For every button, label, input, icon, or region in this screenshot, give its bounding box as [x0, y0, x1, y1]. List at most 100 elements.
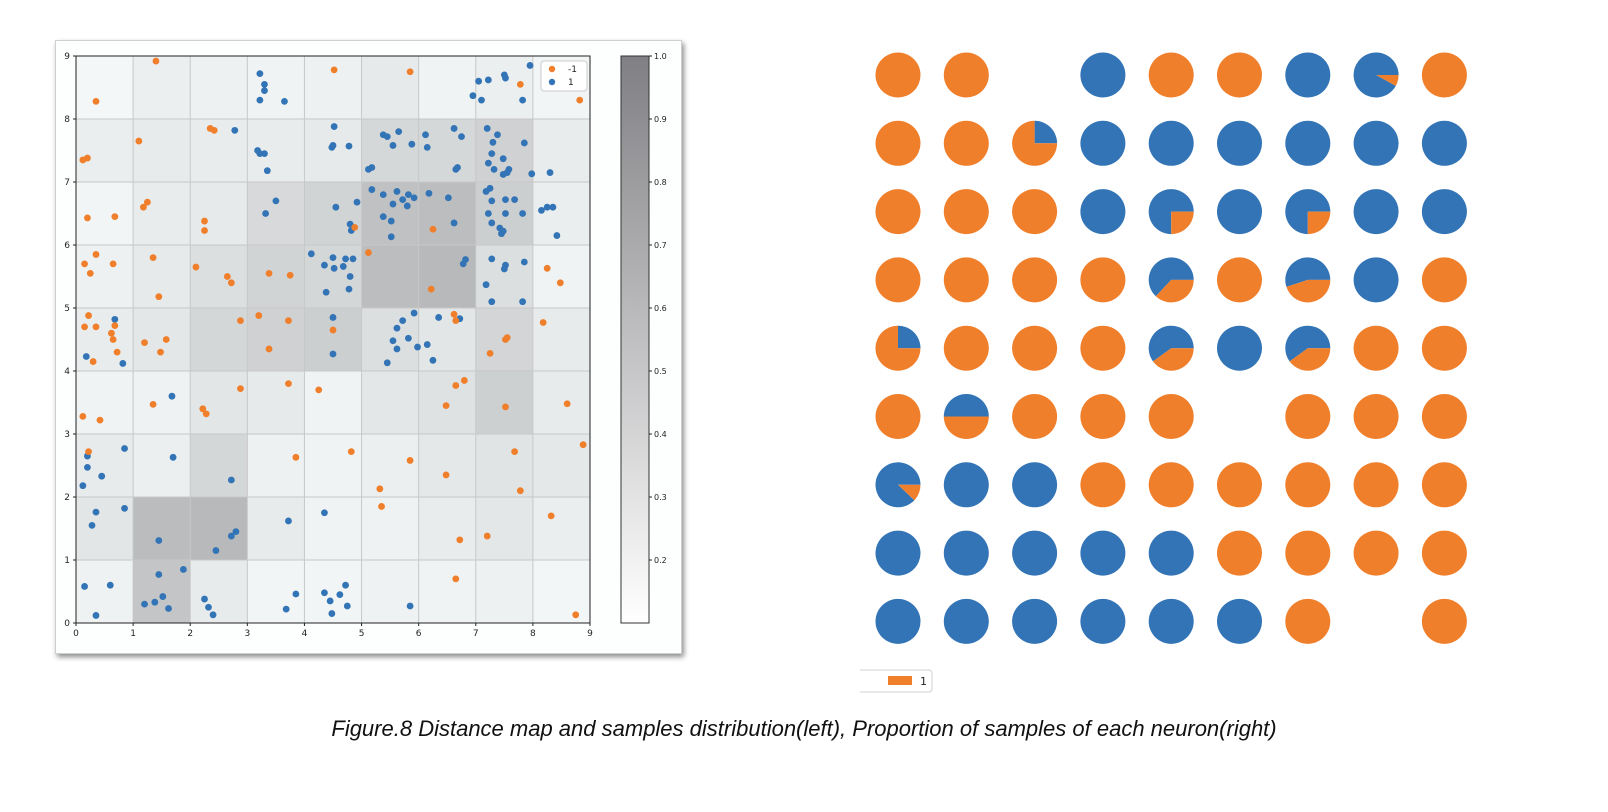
distance-cell — [76, 245, 134, 308]
point-neg — [159, 593, 167, 600]
neuron-pie — [943, 462, 989, 508]
neuron-pie — [875, 462, 921, 508]
point-neg — [119, 360, 127, 367]
slice-pos — [1217, 462, 1262, 508]
distance-cell — [247, 308, 305, 371]
point-pos — [141, 339, 148, 347]
neuron-pie-grid: -1 1 — [811, 52, 1467, 693]
point-pos — [201, 217, 208, 225]
point-neg — [330, 123, 338, 130]
slice-neg — [1353, 120, 1399, 166]
legend-marker — [548, 65, 556, 73]
point-neg — [353, 198, 361, 206]
neuron-pie — [1148, 530, 1194, 576]
point-neg — [321, 589, 328, 597]
neuron-pie — [1353, 257, 1399, 303]
legend-marker — [548, 78, 556, 86]
colorbar-tick-label: 0.2 — [654, 556, 667, 565]
distance-cell — [133, 434, 191, 497]
point-neg — [423, 143, 431, 151]
distance-cell — [532, 560, 590, 623]
distance-cell — [190, 560, 248, 623]
slice-neg — [1421, 120, 1467, 166]
point-neg — [212, 547, 220, 554]
point-pos — [85, 448, 92, 456]
slice-neg — [1080, 120, 1126, 166]
neuron-pie — [1080, 394, 1126, 439]
colorbar-tick-label: 0.8 — [654, 178, 667, 187]
colorbar-tick-label: 0.7 — [654, 241, 667, 250]
neuron-pie — [1421, 530, 1467, 576]
distance-cell — [190, 434, 248, 497]
point-neg — [519, 298, 527, 306]
point-neg — [520, 139, 528, 147]
point-neg — [389, 142, 397, 149]
slice-pos — [1285, 598, 1331, 644]
distance-cell — [133, 56, 191, 119]
legend-label: 1 — [920, 675, 927, 688]
point-neg — [321, 509, 328, 517]
y-tick-label: 4 — [64, 367, 70, 377]
slice-pos — [943, 189, 989, 235]
y-tick-label: 9 — [64, 52, 70, 62]
point-neg — [92, 508, 100, 516]
distance-cell — [361, 497, 419, 560]
neuron-pie — [875, 394, 921, 439]
distance-cell — [190, 56, 248, 119]
neuron-pie — [1148, 598, 1194, 644]
slice-pos — [1285, 394, 1331, 439]
point-pos — [111, 213, 119, 221]
distance-cell — [475, 560, 533, 623]
slice-neg — [1285, 120, 1331, 166]
slice-neg — [875, 530, 921, 576]
distance-cell — [418, 497, 476, 560]
point-neg — [322, 288, 330, 296]
neuron-pie — [1353, 462, 1399, 508]
point-pos — [86, 269, 94, 277]
point-neg — [528, 170, 536, 178]
point-pos — [292, 453, 300, 461]
y-tick-label: 1 — [64, 556, 70, 566]
neuron-pie — [875, 598, 921, 644]
point-pos — [285, 380, 292, 387]
slice-neg — [1353, 52, 1399, 98]
distance-cell — [304, 497, 362, 560]
y-tick-label: 8 — [64, 115, 70, 125]
neuron-pie — [1217, 462, 1262, 508]
neuron-pie — [1012, 325, 1058, 371]
neuron-pie — [1148, 325, 1194, 371]
point-pos — [572, 611, 580, 619]
slice-pos — [1217, 52, 1262, 98]
point-pos — [108, 329, 115, 337]
slice-pos — [875, 257, 921, 303]
point-pos — [155, 293, 163, 301]
point-neg — [155, 571, 163, 578]
slice-pos — [943, 257, 989, 303]
point-neg — [231, 126, 239, 134]
point-neg — [549, 203, 557, 211]
point-pos — [113, 348, 121, 356]
slice-neg — [1012, 598, 1058, 644]
neuron-pie — [1148, 257, 1194, 303]
neuron-pie — [1217, 52, 1262, 98]
point-neg — [425, 189, 433, 197]
point-neg — [458, 133, 465, 141]
slice-pos — [1148, 52, 1194, 98]
point-pos — [201, 227, 208, 234]
x-tick-label: 0 — [73, 629, 79, 639]
point-neg — [488, 219, 496, 227]
point-neg — [502, 261, 509, 269]
point-neg — [496, 224, 504, 232]
point-pos — [516, 487, 524, 495]
point-pos — [227, 279, 235, 287]
point-neg — [179, 566, 187, 573]
point-pos — [157, 348, 164, 356]
point-pos — [96, 416, 104, 424]
slice-pos — [1421, 325, 1467, 371]
slice-neg — [1353, 189, 1399, 235]
point-neg — [519, 210, 527, 217]
point-neg — [553, 232, 561, 239]
point-pos — [556, 279, 564, 287]
x-tick-label: 9 — [587, 629, 593, 639]
slice-neg — [943, 462, 989, 508]
